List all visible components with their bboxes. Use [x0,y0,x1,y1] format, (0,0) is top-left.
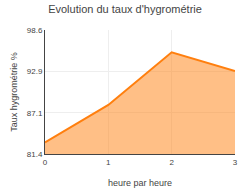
svg-text:81.4: 81.4 [27,150,43,159]
svg-text:0: 0 [43,158,48,167]
svg-text:3: 3 [233,158,238,167]
svg-text:Taux hygrométrie %: Taux hygrométrie % [9,52,19,132]
svg-text:98.6: 98.6 [27,26,43,35]
svg-text:heure par heure: heure par heure [108,178,172,188]
svg-text:92.9: 92.9 [27,67,43,76]
svg-text:1: 1 [106,158,111,167]
svg-text:Evolution du taux d'hygrométri: Evolution du taux d'hygrométrie [48,3,202,15]
svg-text:2: 2 [169,158,174,167]
svg-text:87.1: 87.1 [27,109,43,118]
